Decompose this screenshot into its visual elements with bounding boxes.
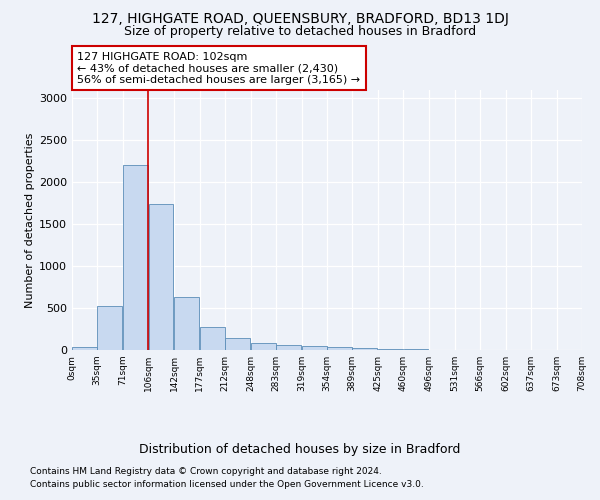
Y-axis label: Number of detached properties: Number of detached properties <box>25 132 35 308</box>
Bar <box>225 338 250 350</box>
Text: Size of property relative to detached houses in Bradford: Size of property relative to detached ho… <box>124 25 476 38</box>
Bar <box>404 349 428 350</box>
Bar <box>72 348 97 350</box>
Text: Contains HM Land Registry data © Crown copyright and database right 2024.: Contains HM Land Registry data © Crown c… <box>30 468 382 476</box>
Text: Contains public sector information licensed under the Open Government Licence v3: Contains public sector information licen… <box>30 480 424 489</box>
Text: 127, HIGHGATE ROAD, QUEENSBURY, BRADFORD, BD13 1DJ: 127, HIGHGATE ROAD, QUEENSBURY, BRADFORD… <box>92 12 508 26</box>
Text: Distribution of detached houses by size in Bradford: Distribution of detached houses by size … <box>139 442 461 456</box>
Bar <box>276 346 301 350</box>
Bar <box>379 348 403 350</box>
Bar <box>327 348 352 350</box>
Bar <box>200 328 224 350</box>
Bar <box>124 166 148 350</box>
Bar <box>97 306 122 350</box>
Bar <box>302 346 327 350</box>
Bar <box>175 296 199 350</box>
Text: 127 HIGHGATE ROAD: 102sqm
← 43% of detached houses are smaller (2,430)
56% of se: 127 HIGHGATE ROAD: 102sqm ← 43% of detac… <box>77 52 360 85</box>
Bar <box>149 204 173 350</box>
Bar <box>251 344 275 350</box>
Bar <box>352 348 377 350</box>
